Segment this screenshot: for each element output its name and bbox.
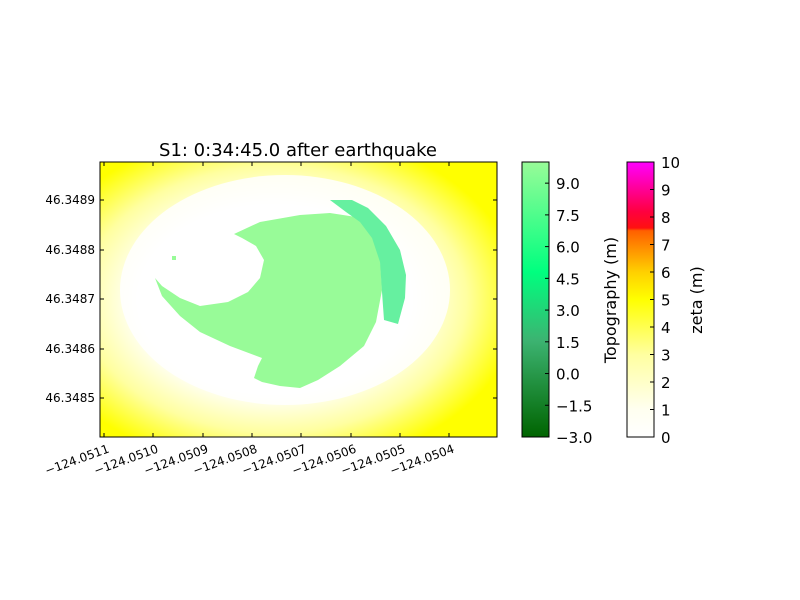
- zeta-tick-label: 10: [661, 154, 680, 172]
- topography-tick-label: −3.0: [556, 429, 592, 447]
- topography-colorbar: [521, 161, 550, 438]
- topography-tick-label: 1.5: [556, 334, 580, 352]
- zeta-tick-label: 4: [661, 319, 671, 337]
- zeta-tick-label: 1: [661, 402, 671, 420]
- topography-tick-label: 3.0: [556, 302, 580, 320]
- y-tick-label: 46.3488: [45, 243, 95, 257]
- y-tick-label: 46.3485: [45, 391, 95, 405]
- topography-tick-label: 7.5: [556, 207, 580, 225]
- plot-area: [100, 162, 497, 437]
- zeta-tick-label: 6: [661, 264, 671, 282]
- topography-tick-label: 9.0: [556, 175, 580, 193]
- zeta-tick-label: 3: [661, 347, 671, 365]
- zeta-colorbar: [626, 161, 655, 438]
- zeta-tick-label: 8: [661, 209, 671, 227]
- zeta-tick-label: 2: [661, 374, 671, 392]
- zeta-tick-label: 0: [661, 429, 671, 447]
- y-tick-label: 46.3487: [45, 292, 95, 306]
- topography-tick-label: −1.5: [556, 397, 592, 415]
- zeta-colorbar-label: zeta (m): [687, 266, 706, 333]
- land-ridge: [330, 200, 406, 324]
- topography-colorbar-label: Topography (m): [601, 237, 620, 364]
- y-axis: 46.3489 46.3488 46.3487 46.3486 46.3485: [45, 193, 497, 405]
- zeta-tick-label: 7: [661, 237, 671, 255]
- land-fleck: [172, 256, 176, 260]
- topography-tick-label: 4.5: [556, 270, 580, 288]
- topography-tick-label: 6.0: [556, 239, 580, 257]
- zeta-tick-label: 9: [661, 182, 671, 200]
- chart-title: S1: 0:34:45.0 after earthquake: [159, 140, 437, 161]
- land-main: [155, 213, 382, 388]
- y-tick-label: 46.3486: [45, 342, 95, 356]
- topography-colorbar-ticks: 9.0 7.5 6.0 4.5 3.0 1.5 0.0 −1.5 −3.0: [545, 175, 592, 447]
- topography-tick-label: 0.0: [556, 366, 580, 384]
- y-tick-label: 46.3489: [45, 193, 95, 207]
- zeta-tick-label: 5: [661, 292, 671, 310]
